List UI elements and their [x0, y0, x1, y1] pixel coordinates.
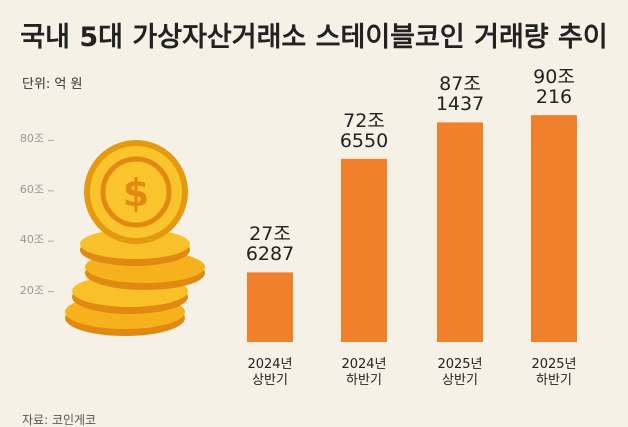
bar [531, 115, 577, 342]
value-label: 87조 1437 [435, 73, 485, 116]
bar [247, 272, 293, 342]
y-tick-label: 60조 [19, 182, 44, 196]
y-tick-label: 20조 [19, 283, 44, 297]
source: 자료: 코인게코 [22, 413, 96, 427]
x-tick-label: 2025년 상반기 [437, 357, 483, 389]
bar [437, 122, 483, 342]
bar [341, 158, 387, 342]
x-tick-label: 2025년 하반기 [531, 357, 577, 389]
x-tick-label: 2024년 하반기 [341, 357, 387, 389]
x-tick-label: 2024년 상반기 [247, 357, 293, 389]
value-label: 72조 6550 [339, 109, 389, 152]
value-label: 90조 216 [533, 66, 575, 109]
coins-illustration: $ [65, 140, 205, 336]
value-label: 27조 6287 [245, 223, 295, 266]
y-tick-label: 80조 [19, 132, 44, 146]
chart-title: 국내 5대 가상자산거래소 스테이블코인 거래량 추이 [20, 22, 607, 53]
svg-text:$: $ [123, 171, 149, 215]
y-tick-label: 40조 [19, 233, 44, 247]
unit-label: 단위: 억 원 [22, 77, 83, 92]
